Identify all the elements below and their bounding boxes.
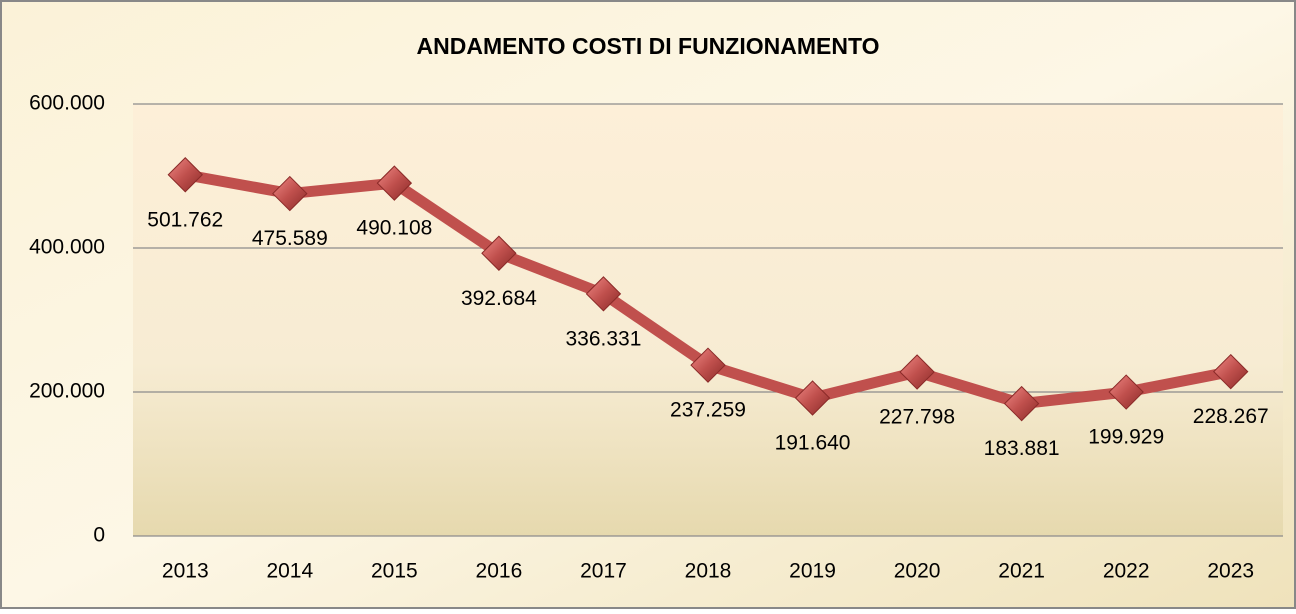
x-tick-label: 2021	[998, 560, 1045, 583]
chart-title: ANDAMENTO COSTI DI FUNZIONAMENTO	[417, 33, 880, 59]
x-tick-label: 2020	[894, 560, 941, 583]
marker	[481, 235, 517, 271]
data-label: 475.589	[252, 227, 328, 250]
plot-area	[133, 104, 1283, 536]
x-tick-label: 2018	[685, 560, 732, 583]
x-tick-label: 2014	[266, 560, 313, 583]
data-label: 237.259	[670, 399, 746, 422]
data-label: 227.798	[879, 406, 955, 429]
marker	[1108, 374, 1144, 410]
x-tick-label: 2015	[371, 560, 418, 583]
y-tick-label: 0	[93, 524, 105, 547]
y-tick-label: 400.000	[29, 236, 105, 259]
marker	[585, 276, 622, 312]
x-tick-label: 2016	[476, 560, 523, 583]
x-tick-label: 2017	[580, 560, 627, 583]
data-label: 183.881	[984, 437, 1060, 460]
y-tick-label: 200.000	[29, 380, 105, 403]
data-label: 228.267	[1193, 405, 1269, 428]
data-label: 191.640	[775, 432, 851, 455]
x-tick-label: 2013	[162, 560, 209, 583]
marker	[899, 354, 935, 390]
data-label: 501.762	[147, 208, 223, 231]
marker	[272, 175, 308, 212]
data-label: 392.684	[461, 287, 537, 310]
marker	[1213, 353, 1249, 390]
y-tick-label: 600.000	[29, 92, 105, 115]
x-tick-label: 2022	[1103, 560, 1150, 583]
data-label: 336.331	[565, 327, 641, 350]
marker	[167, 157, 203, 193]
marker	[1003, 385, 1040, 422]
data-label: 490.108	[356, 217, 432, 240]
marker	[376, 165, 413, 201]
marker	[794, 380, 831, 416]
x-tick-label: 2023	[1207, 560, 1254, 583]
data-label: 199.929	[1088, 426, 1164, 449]
x-tick-label: 2019	[789, 560, 836, 583]
marker	[690, 347, 726, 383]
